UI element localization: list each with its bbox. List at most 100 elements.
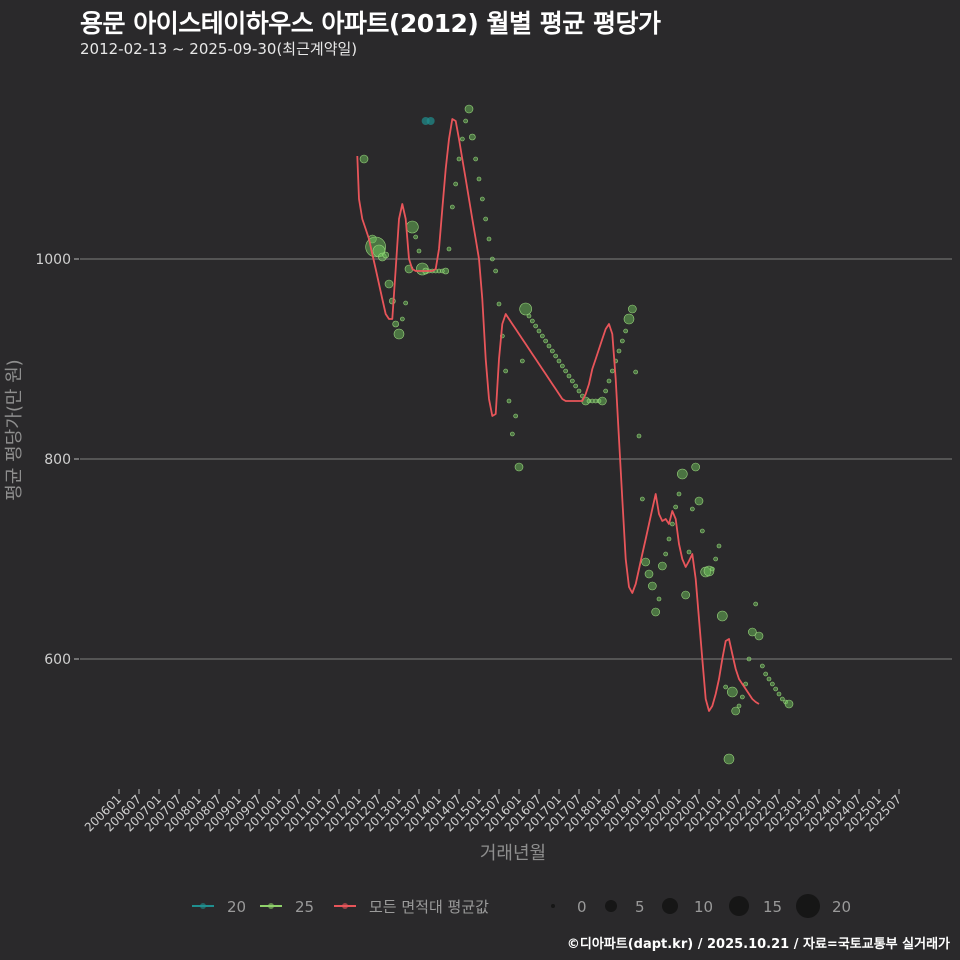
legend-size-dot — [796, 894, 820, 918]
data-point-25 — [382, 251, 389, 259]
data-point-25 — [560, 363, 565, 369]
data-point-25 — [658, 561, 667, 571]
data-point-25 — [636, 433, 642, 439]
data-point-25 — [676, 491, 682, 497]
data-point-25 — [640, 496, 645, 502]
data-point-25 — [603, 388, 608, 394]
legend-size-dot — [662, 898, 678, 914]
data-point-25 — [754, 631, 764, 641]
data-point-25 — [633, 369, 638, 375]
data-point-25 — [576, 388, 582, 394]
data-point-25 — [644, 569, 654, 579]
data-point-25 — [530, 318, 535, 324]
legend-size-dot — [551, 904, 555, 908]
data-point-25 — [519, 302, 532, 316]
data-point-25 — [506, 398, 512, 404]
y-tick-label: 800 — [44, 452, 71, 468]
data-point-25 — [717, 610, 728, 622]
data-point-25 — [641, 557, 650, 567]
x-axis-title: 거래년월 — [480, 843, 546, 864]
data-point-25 — [540, 333, 545, 339]
y-tick-label: 600 — [44, 652, 71, 668]
data-point-25 — [663, 551, 668, 557]
data-point-25 — [770, 681, 775, 687]
data-point-25 — [598, 396, 607, 406]
data-point-25 — [656, 596, 662, 602]
data-point-25 — [606, 378, 612, 384]
y-axis: 600 800 1000 — [35, 252, 79, 668]
data-point-25 — [623, 328, 628, 334]
x-axis: 2006012006072007012007072008012008072009… — [82, 789, 904, 835]
data-point-25 — [690, 506, 695, 512]
legend-size-dot — [605, 900, 617, 912]
data-point-25 — [359, 154, 369, 164]
data-point-25 — [556, 358, 562, 364]
data-point-25 — [480, 196, 485, 202]
data-point-25 — [403, 300, 408, 306]
data-point-25 — [463, 118, 468, 124]
data-point-25 — [746, 656, 752, 662]
data-point-25 — [566, 373, 572, 379]
data-point-25 — [691, 462, 700, 472]
data-point-25 — [673, 504, 678, 510]
data-point-25 — [514, 462, 524, 472]
data-point-25 — [469, 133, 476, 141]
legend: 20 25 모든 면적대 평균값 0 5 10 15 20 — [192, 894, 851, 918]
data-point-25 — [700, 528, 705, 534]
legend-label: 모든 면적대 평균값 — [369, 898, 489, 916]
data-point-25 — [476, 176, 482, 182]
data-point-25 — [392, 320, 399, 328]
y-tick-label: 1000 — [35, 252, 71, 268]
data-point-25 — [686, 549, 692, 555]
data-point-25 — [713, 556, 718, 562]
data-point-25 — [400, 316, 405, 322]
y-axis-title: 평균 평당가(만 원) — [4, 359, 25, 500]
data-point-25 — [573, 383, 578, 389]
data-point-25 — [723, 684, 728, 690]
data-point-25 — [623, 313, 635, 325]
data-point-25 — [610, 368, 615, 374]
data-point-25 — [648, 581, 657, 591]
legend-size-dot — [729, 896, 749, 916]
data-point-25 — [731, 706, 740, 716]
data-point-25 — [570, 378, 575, 384]
data-point-25 — [753, 601, 758, 607]
data-point-25 — [503, 368, 508, 374]
data-point-25 — [533, 323, 538, 329]
data-point-25 — [666, 536, 672, 542]
data-point-25 — [773, 686, 778, 692]
data-point-25 — [677, 468, 688, 480]
data-point-25 — [496, 301, 502, 307]
data-point-25 — [416, 248, 422, 254]
data-point-25 — [526, 313, 532, 319]
data-point-25 — [727, 686, 738, 698]
data-point-25 — [748, 627, 757, 637]
data-point-25 — [456, 156, 462, 162]
data-point-25 — [694, 496, 704, 506]
data-point-25 — [384, 279, 394, 289]
data-point-25 — [453, 181, 458, 187]
data-point-25 — [736, 703, 742, 709]
legend-size-label: 10 — [694, 898, 713, 916]
data-point-25 — [740, 694, 745, 700]
data-point-25 — [550, 348, 555, 354]
data-point-25 — [460, 136, 465, 142]
data-point-25 — [628, 304, 637, 314]
chart-subtitle: 2012-02-13 ~ 2025-09-30(최근계약일) — [80, 40, 358, 58]
legend-size-label: 5 — [635, 898, 645, 916]
data-point-25 — [723, 753, 735, 765]
source-credit: ©디아파트(dapt.kr) / 2025.10.21 / 자료=국토교통부 실… — [566, 937, 950, 952]
data-point-25 — [464, 104, 474, 114]
data-point-25 — [406, 220, 419, 234]
data-point-25 — [513, 413, 518, 419]
data-point-25 — [710, 566, 715, 572]
data-point-25 — [483, 216, 488, 222]
data-point-25 — [553, 353, 558, 359]
data-point-25 — [490, 256, 495, 262]
data-point-25 — [442, 267, 449, 275]
data-point-25 — [776, 691, 782, 697]
legend-size-label: 20 — [832, 898, 851, 916]
data-point-25 — [473, 156, 478, 162]
data-point-25 — [450, 204, 455, 210]
